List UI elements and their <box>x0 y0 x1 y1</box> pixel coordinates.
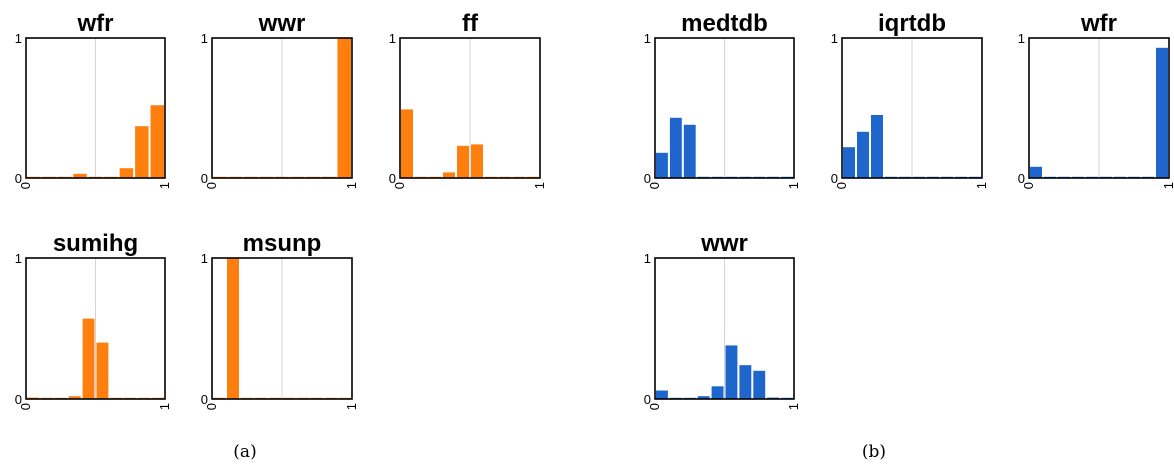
x-tick-0: 0 <box>647 403 662 410</box>
y-tick-1: 1 <box>831 31 838 46</box>
y-tick-1: 1 <box>389 31 396 46</box>
subplot-b-wwr: 0 1 0 1 wwr <box>644 230 801 410</box>
y-tick-1: 1 <box>201 251 208 266</box>
bar-1 <box>843 147 855 178</box>
x-tick-0: 0 <box>834 182 849 189</box>
subplot-title: ff <box>462 10 479 37</box>
axes-frame <box>25 257 166 400</box>
subplot-a-wfr: 0 1 0 1 wfr <box>15 10 172 189</box>
bar-5 <box>457 145 469 178</box>
axes-frame <box>399 37 541 179</box>
bar-5 <box>82 318 95 399</box>
y-tick-0: 0 <box>389 171 396 186</box>
y-tick-1: 1 <box>1018 31 1025 46</box>
subplot-a-sumihg: 0 1 0 1 sumihg <box>15 230 172 410</box>
y-tick-0: 0 <box>644 392 651 407</box>
bar-4 <box>443 172 455 178</box>
bar-2 <box>227 258 239 399</box>
bar-8 <box>753 370 766 399</box>
bar-1 <box>656 152 668 178</box>
bar-3 <box>683 124 696 178</box>
bar-10 <box>1156 47 1168 178</box>
axes-frame <box>1028 37 1170 179</box>
x-tick-1: 1 <box>157 182 172 189</box>
x-tick-1: 1 <box>786 182 801 189</box>
x-tick-0: 0 <box>392 182 407 189</box>
x-tick-0: 0 <box>204 403 219 410</box>
bar-4 <box>73 173 87 178</box>
bar-8 <box>135 126 149 178</box>
bar-7 <box>739 365 752 399</box>
x-tick-1: 1 <box>1161 182 1174 189</box>
subplot-b-iqrtdb: 0 1 0 1 iqrtdb <box>831 10 989 189</box>
x-tick-1: 1 <box>974 182 989 189</box>
x-tick-0: 0 <box>1021 182 1036 189</box>
subplot-title: wfr <box>77 10 114 37</box>
bar-1 <box>1030 166 1042 178</box>
subplot-title: wwr <box>700 230 748 257</box>
axes-frame <box>841 37 983 179</box>
y-tick-1: 1 <box>201 31 208 46</box>
axes-frame <box>25 37 166 179</box>
subplot-title: sumihg <box>53 230 138 257</box>
x-tick-1: 1 <box>786 403 801 410</box>
axes-frame <box>211 37 353 179</box>
x-tick-1: 1 <box>344 403 359 410</box>
y-tick-0: 0 <box>831 171 838 186</box>
axes-frame <box>654 257 795 400</box>
axes-frame <box>211 257 353 400</box>
x-tick-1: 1 <box>157 403 172 410</box>
y-tick-1: 1 <box>644 31 651 46</box>
y-tick-1: 1 <box>15 31 22 46</box>
bar-7 <box>119 168 134 178</box>
y-tick-0: 0 <box>15 392 22 407</box>
subplot-title: medtdb <box>681 10 768 37</box>
x-tick-1: 1 <box>344 182 359 189</box>
subplot-a-msunp: 0 1 0 1 msunp <box>201 230 359 410</box>
axes-frame <box>654 37 795 179</box>
bar-5 <box>711 386 724 399</box>
x-tick-0: 0 <box>647 182 662 189</box>
bar-1 <box>401 109 413 178</box>
subplot-b-wfr: 0 1 0 1 wfr <box>1018 10 1174 189</box>
bar-4 <box>697 396 710 399</box>
y-tick-0: 0 <box>201 392 208 407</box>
bar-6 <box>471 144 483 178</box>
bar-9 <box>337 38 351 178</box>
bar-6 <box>725 345 738 399</box>
y-tick-1: 1 <box>15 251 22 266</box>
y-tick-0: 0 <box>1018 171 1025 186</box>
bar-9 <box>150 105 164 178</box>
bar-3 <box>871 115 883 178</box>
y-tick-1: 1 <box>644 251 651 266</box>
bar-2 <box>857 131 869 178</box>
bar-6 <box>96 342 109 399</box>
subplot-a-wwr: 0 1 0 1 wwr <box>201 10 359 189</box>
subplot-title: wwr <box>258 10 306 37</box>
subplot-title: msunp <box>243 230 322 257</box>
bar-2 <box>669 117 682 178</box>
x-tick-0: 0 <box>18 182 33 189</box>
caption-a: (a) <box>233 442 256 462</box>
subplot-title: iqrtdb <box>878 10 946 37</box>
subplot-b-medtdb: 0 1 0 1 medtdb <box>644 10 801 189</box>
subplot-a-ff: 0 1 0 1 ff <box>389 10 547 189</box>
bar-4 <box>68 396 81 399</box>
y-tick-0: 0 <box>15 171 22 186</box>
x-tick-0: 0 <box>18 403 33 410</box>
bar-1 <box>656 390 668 399</box>
x-tick-1: 1 <box>532 182 547 189</box>
subplot-title: wfr <box>1080 10 1117 37</box>
y-tick-0: 0 <box>644 171 651 186</box>
x-tick-0: 0 <box>204 182 219 189</box>
caption-b: (b) <box>862 442 886 462</box>
y-tick-0: 0 <box>201 171 208 186</box>
